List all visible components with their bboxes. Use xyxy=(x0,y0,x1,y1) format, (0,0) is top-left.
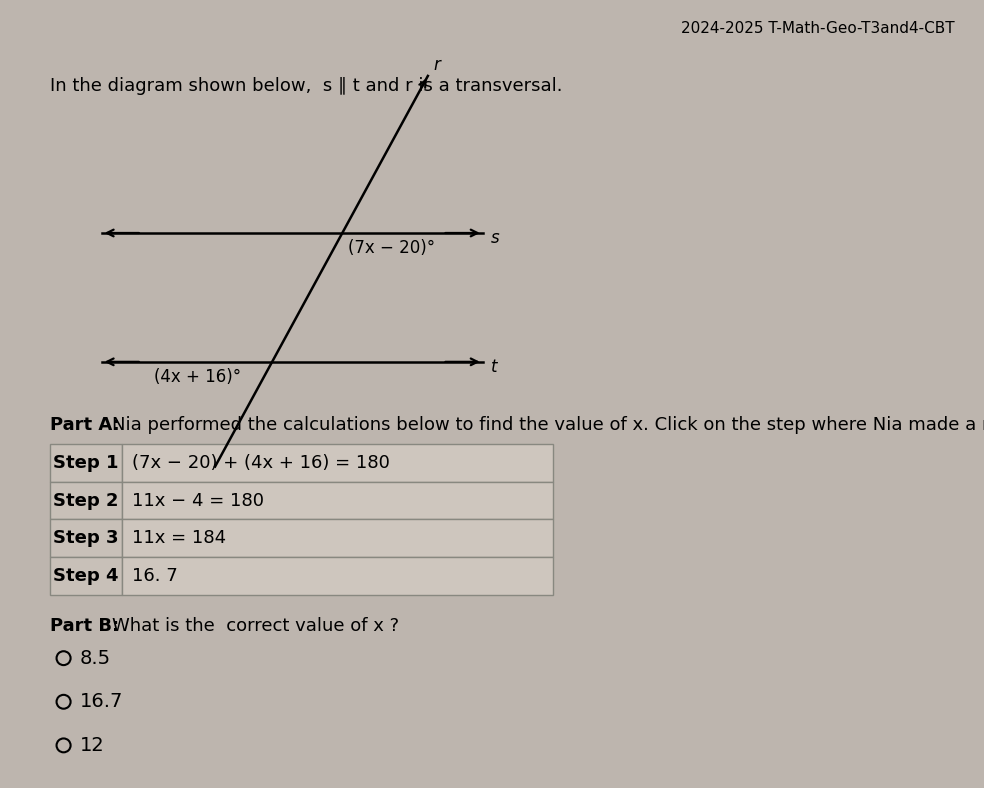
Text: Step 3: Step 3 xyxy=(53,530,118,547)
Text: 11x − 4 = 180: 11x − 4 = 180 xyxy=(132,492,264,510)
Text: Step 1: Step 1 xyxy=(53,454,118,472)
Text: Step 4: Step 4 xyxy=(53,567,118,585)
Bar xyxy=(49,519,122,557)
Bar xyxy=(49,444,122,481)
Bar xyxy=(122,519,553,557)
Text: In the diagram shown below,  s ∥ t and r is a transversal.: In the diagram shown below, s ∥ t and r … xyxy=(49,77,562,95)
Text: (7x − 20)°: (7x − 20)° xyxy=(348,239,436,257)
Text: 16.7: 16.7 xyxy=(80,693,123,712)
Text: 16. 7: 16. 7 xyxy=(132,567,177,585)
Text: What is the  correct value of x ?: What is the correct value of x ? xyxy=(112,616,399,634)
Text: 11x = 184: 11x = 184 xyxy=(132,530,226,547)
Text: 8.5: 8.5 xyxy=(80,649,111,667)
Bar xyxy=(49,481,122,519)
Text: Part B:: Part B: xyxy=(49,616,119,634)
Bar xyxy=(49,557,122,595)
Text: Part A:: Part A: xyxy=(49,416,119,434)
Bar xyxy=(122,444,553,481)
Text: Nia performed the calculations below to find the value of x. Click on the step w: Nia performed the calculations below to … xyxy=(112,416,984,434)
Text: s: s xyxy=(491,229,499,247)
Text: (7x − 20) + (4x + 16) = 180: (7x − 20) + (4x + 16) = 180 xyxy=(132,454,390,472)
Text: (4x + 16)°: (4x + 16)° xyxy=(154,368,241,386)
Text: Step 2: Step 2 xyxy=(53,492,118,510)
Bar xyxy=(122,481,553,519)
Bar xyxy=(122,557,553,595)
Text: 2024-2025 T-Math-Geo-T3and4-CBT: 2024-2025 T-Math-Geo-T3and4-CBT xyxy=(681,20,954,35)
Text: t: t xyxy=(491,358,497,376)
Text: 12: 12 xyxy=(80,736,104,755)
Text: r: r xyxy=(434,56,441,74)
